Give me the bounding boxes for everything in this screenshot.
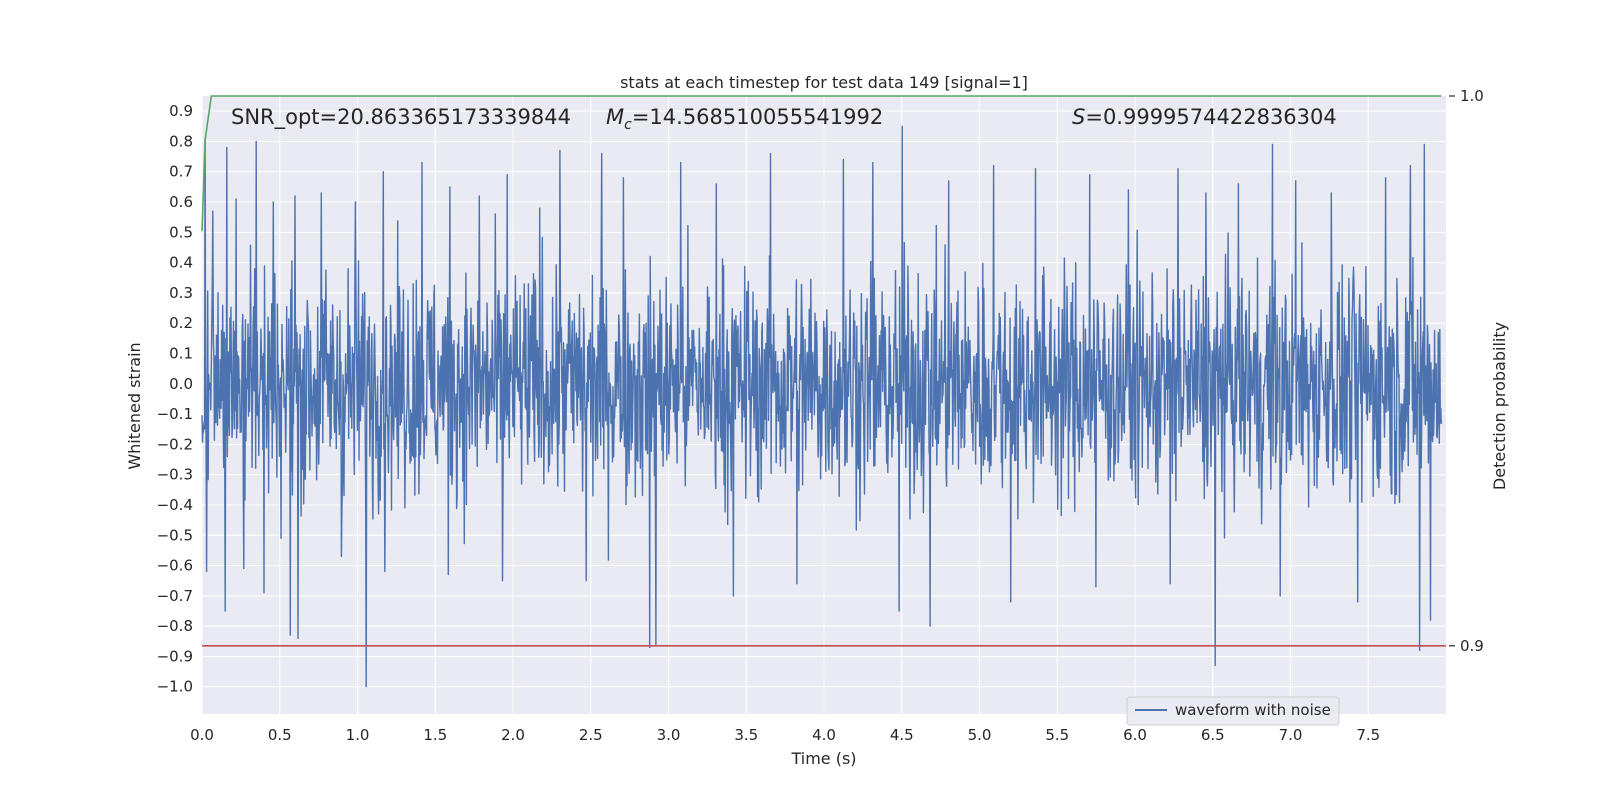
chirp-mass-annotation: Mc=14.568510055541992 — [606, 105, 883, 133]
y2-tick-label: 1.0 — [1460, 87, 1484, 105]
y2-ticks: 1.0 0.9 — [1449, 87, 1484, 655]
probability-line — [201, 95, 1442, 232]
x-tick-label: 2.0 — [501, 726, 525, 744]
y-tick-label: −0.2 — [157, 435, 193, 453]
x-tick-label: 3.0 — [657, 726, 681, 744]
y-tick-label: 0.4 — [169, 254, 193, 272]
chirp-mass-value: =14.568510055541992 — [632, 105, 883, 129]
x-tick-label: 3.5 — [734, 726, 758, 744]
x-tick-labels: 0.0 0.5 1.0 1.5 2.0 2.5 3.0 3.5 4.0 4.5 5.0 5.5 6.0 6… — [190, 726, 1380, 744]
x-tick-label: 4.5 — [890, 726, 914, 744]
y-tick-label: 0.9 — [169, 102, 193, 120]
x-tick-label: 6.0 — [1123, 726, 1147, 744]
snr-annotation: SNR_opt=20.863365173339844 — [231, 105, 571, 130]
x-tick-label: 4.0 — [812, 726, 836, 744]
chart-title: stats at each timestep for test data 149… — [620, 73, 1028, 92]
x-tick-label: 6.5 — [1201, 726, 1225, 744]
y-tick-label: 0.0 — [169, 375, 193, 393]
y-tick-label: −0.6 — [157, 557, 193, 575]
legend: waveform with noise — [1126, 696, 1340, 726]
y-tick-label: 0.3 — [169, 284, 193, 302]
y-tick-label: 0.8 — [169, 132, 193, 150]
chirp-mass-subscript: c — [624, 117, 632, 133]
y-tick-label: 0.2 — [169, 314, 193, 332]
y-tick-label: −0.4 — [157, 496, 193, 514]
x-tick-label: 7.5 — [1356, 726, 1380, 744]
x-tick-label: 1.5 — [423, 726, 447, 744]
x-tick-label: 2.5 — [579, 726, 603, 744]
x-tick-label: 5.5 — [1045, 726, 1069, 744]
legend-box — [1126, 696, 1340, 726]
waveform-series — [201, 125, 1442, 688]
x-tick-label: 1.0 — [346, 726, 370, 744]
y2-tick-label: 0.9 — [1460, 637, 1484, 655]
s-value: =0.9999574422836304 — [1085, 105, 1336, 129]
y-tick-label: 0.1 — [169, 345, 193, 363]
x-tick-label: 0.0 — [190, 726, 214, 744]
y-tick-label: 0.5 — [169, 223, 193, 241]
s-symbol: S — [1072, 105, 1085, 129]
x-axis-label: Time (s) — [790, 749, 856, 768]
y-tick-label: −0.9 — [157, 647, 193, 665]
x-tick-label: 5.0 — [968, 726, 992, 744]
y-axis-label: Whitened strain — [125, 342, 144, 469]
probability-series — [201, 95, 1446, 647]
y2-axis-label: Detection probability — [1490, 322, 1509, 490]
s-annotation: S=0.9999574422836304 — [1072, 105, 1337, 129]
y-tick-label: −0.1 — [157, 405, 193, 423]
y-tick-label: −0.3 — [157, 466, 193, 484]
y-tick-label: −0.5 — [157, 526, 193, 544]
y-tick-label: 0.6 — [169, 193, 193, 211]
y-tick-labels: 0.9 0.8 0.7 0.6 0.5 0.4 0.3 0.2 0.1 0.0 −0.1 −0.2 −0… — [157, 102, 193, 696]
chirp-mass-symbol: M — [606, 105, 624, 129]
x-tick-label: 7.0 — [1279, 726, 1303, 744]
y-tick-label: −1.0 — [157, 678, 193, 696]
y-tick-label: −0.8 — [157, 617, 193, 635]
y-tick-label: 0.7 — [169, 163, 193, 181]
waveform-line — [201, 125, 1442, 688]
legend-label: waveform with noise — [1175, 701, 1331, 719]
y-tick-label: −0.7 — [157, 587, 193, 605]
x-tick-label: 0.5 — [268, 726, 292, 744]
